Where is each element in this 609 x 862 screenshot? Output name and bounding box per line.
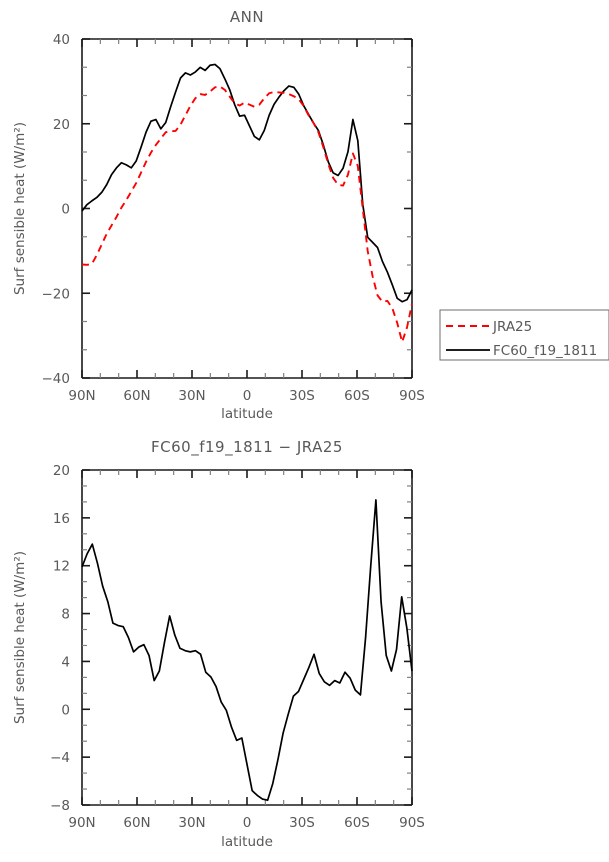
panel-top-ytick-label: 40	[53, 32, 70, 48]
legend: JRA25 FC60_f19_1811	[439, 309, 609, 361]
panel-bottom-title: FC60_f19_1811 − JRA25	[151, 438, 343, 457]
legend-box	[439, 309, 609, 361]
panel-bottom-ylabel: Surf sensible heat (W/m²)	[12, 551, 28, 724]
panel-top-xtick-label: 60N	[123, 388, 150, 404]
panel-bottom-ytick-label: 16	[53, 511, 70, 527]
panel-bottom-xlabel: latitude	[221, 834, 273, 850]
panel-top-title: ANN	[230, 8, 264, 26]
panel-top-ytick-label: −40	[42, 371, 71, 387]
panel-bottom-series-fc60-f19-1811-jra25	[81, 499, 413, 802]
panel-top-ytick-label: −20	[42, 286, 71, 302]
panel-bottom-ytick-label: −4	[50, 750, 70, 766]
panel-bottom-xtick-label: 30N	[178, 815, 205, 831]
panel-top-xtick-label: 0	[243, 388, 252, 404]
panel-bottom-xtick-label: 90N	[68, 815, 95, 831]
panel-bottom-xtick-label: 90S	[399, 815, 425, 831]
panel-top: ANN 90N 60N 30N 0 30S 60S 90S −40 −20 0 20 40 latitud…	[12, 8, 425, 422]
panel-top-xtick-label: 60S	[344, 388, 370, 404]
panel-bottom-ytick-label: 8	[61, 607, 70, 623]
panel-bottom-ytick-label: 0	[61, 702, 70, 718]
panel-bottom-xtick-label: 60S	[344, 815, 370, 831]
panel-bottom-ytick-label: −8	[50, 798, 70, 814]
panel-top-series-jra25	[81, 85, 413, 343]
panel-bottom-ytick-label: 20	[53, 463, 70, 479]
legend-label-fc60-f19-1811: FC60_f19_1811	[493, 343, 597, 359]
panel-top-xtick-label: 90S	[399, 388, 425, 404]
panel-bottom-xtick-label: 30S	[289, 815, 315, 831]
panel-top-ylabel: Surf sensible heat (W/m²)	[12, 122, 28, 295]
panel-top-ytick-label: 20	[53, 117, 70, 133]
panel-bottom-xtick-label: 60N	[123, 815, 150, 831]
panel-bottom-ytick-label: 12	[53, 559, 70, 575]
panel-top-xtick-label: 30N	[178, 388, 205, 404]
panel-bottom-ytick-label: 4	[61, 654, 70, 670]
panel-top-xtick-label: 90N	[68, 388, 95, 404]
legend-label-jra25: JRA25	[492, 319, 532, 335]
panel-top-xlabel: latitude	[221, 406, 273, 422]
panel-bottom: FC60_f19_1811 − JRA25 90N 60N 30N 0 30S 60S 90S…	[12, 438, 425, 850]
panel-top-ytick-label: 0	[61, 202, 70, 218]
panel-top-series-fc60-f19-1811	[81, 63, 413, 303]
panel-bottom-xtick-label: 0	[243, 815, 252, 831]
panel-top-xtick-label: 30S	[289, 388, 315, 404]
